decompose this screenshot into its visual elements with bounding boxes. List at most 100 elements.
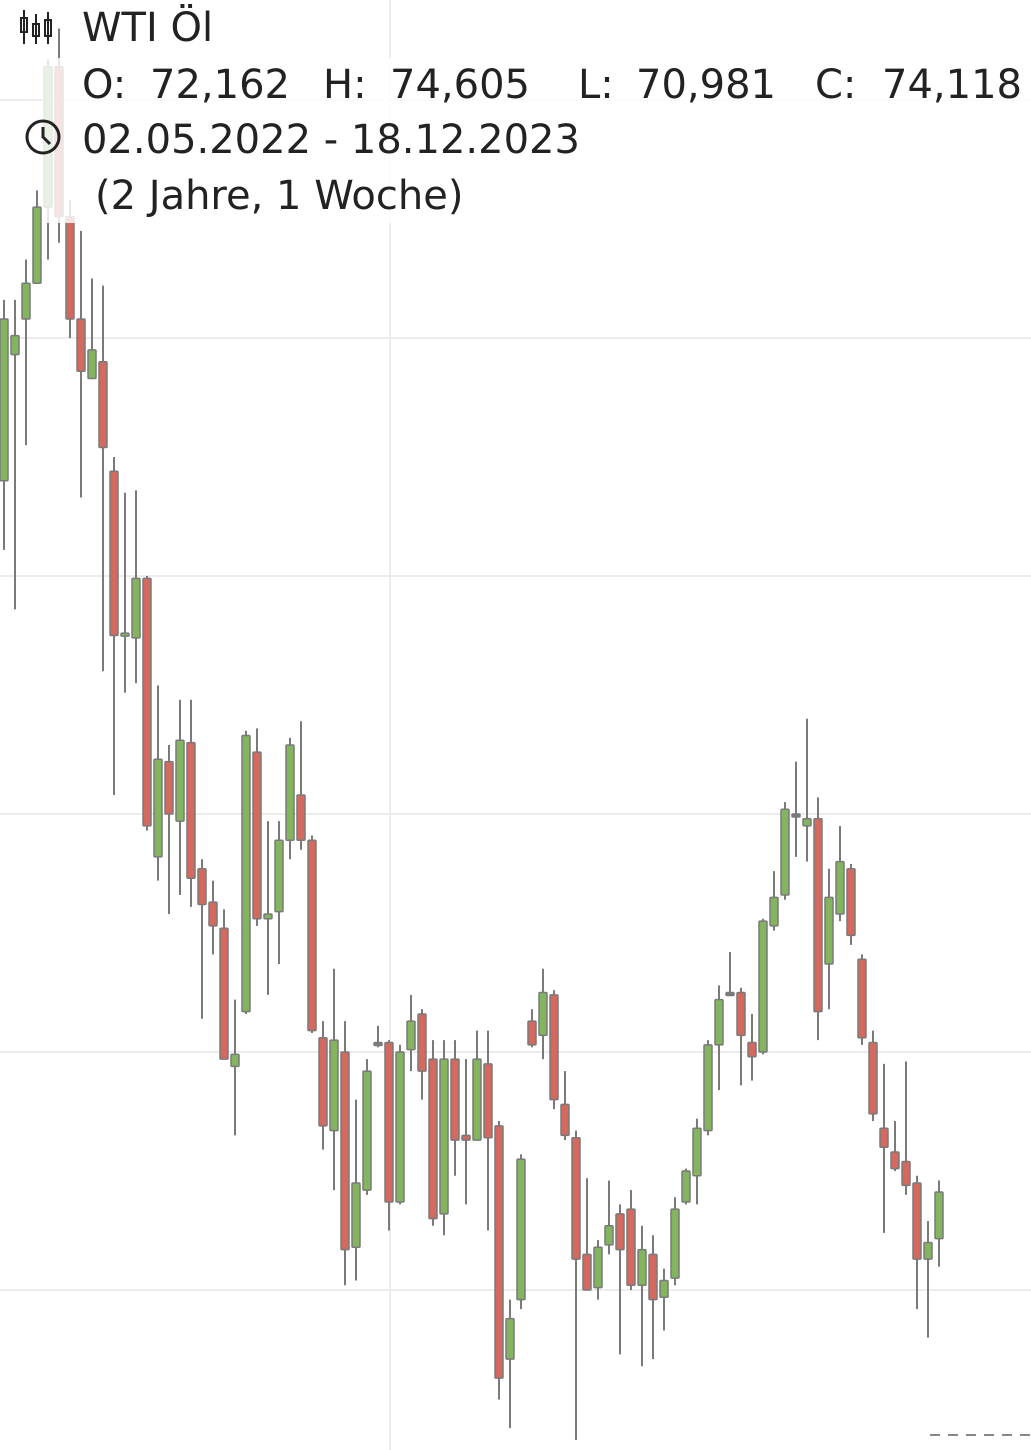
candle-body xyxy=(384,1041,394,1203)
candle-body xyxy=(219,927,229,1060)
candle-body xyxy=(560,1103,570,1137)
candle-body xyxy=(736,991,746,1037)
candle-body xyxy=(285,744,295,841)
candle-body xyxy=(516,1158,526,1301)
candle-body xyxy=(98,361,108,449)
candle-body xyxy=(538,991,548,1037)
candle-body xyxy=(10,334,20,356)
candle-body xyxy=(142,577,152,827)
candle-body xyxy=(901,1160,911,1187)
candle-body xyxy=(912,1182,922,1260)
candle-body xyxy=(890,1151,900,1170)
candle-body xyxy=(274,839,284,913)
ohlc-value: 72,162 xyxy=(150,62,290,108)
candle-body xyxy=(197,868,207,906)
candle-body xyxy=(791,813,801,818)
ohlc-label: O: xyxy=(82,62,126,108)
candle-body xyxy=(186,741,196,880)
candle-body xyxy=(527,1020,537,1046)
candle-body xyxy=(483,1063,493,1139)
candle-body xyxy=(153,758,163,858)
candle-body xyxy=(593,1246,603,1289)
candle-body xyxy=(835,860,845,915)
header-backdrop xyxy=(42,58,1031,223)
duration: (2 Jahre, 1 Woche) xyxy=(95,173,463,219)
candle-body xyxy=(813,818,823,1013)
candle-body xyxy=(65,215,75,320)
candle-body xyxy=(439,1058,449,1215)
candle-body xyxy=(406,1020,416,1051)
ohlc-label: H: xyxy=(323,62,367,108)
candle-body xyxy=(934,1191,944,1240)
candle-body xyxy=(164,760,174,815)
candle-body xyxy=(428,1058,438,1220)
candle-body xyxy=(395,1051,405,1203)
candle-body xyxy=(923,1241,933,1260)
candle-body xyxy=(241,734,251,1013)
candle-body xyxy=(32,206,42,284)
candle-body xyxy=(230,1053,240,1068)
candle-body xyxy=(780,808,790,896)
candle-body xyxy=(373,1041,383,1047)
candle-body xyxy=(131,577,141,639)
candle-body xyxy=(747,1041,757,1058)
candle-body xyxy=(0,318,9,482)
candle-body xyxy=(175,739,185,822)
candle-body xyxy=(252,751,262,920)
candle-body xyxy=(725,991,735,997)
candle-body xyxy=(120,632,130,637)
candle-body xyxy=(505,1317,515,1360)
ohlc-value: 74,118 xyxy=(882,62,1022,108)
candle-body xyxy=(846,868,856,937)
candle-body xyxy=(604,1225,614,1246)
candle-body xyxy=(351,1182,361,1248)
candle-body xyxy=(549,994,559,1101)
candle-body xyxy=(703,1044,713,1132)
candle-body xyxy=(571,1136,581,1260)
candle-body xyxy=(670,1208,680,1279)
candle-body xyxy=(307,839,317,1032)
ohlc-label: C: xyxy=(815,62,856,108)
ohlc-value: 70,981 xyxy=(636,62,776,108)
ohlc-label: L: xyxy=(578,62,614,108)
candle-body xyxy=(824,896,834,965)
candle-body xyxy=(681,1170,691,1203)
candles xyxy=(0,28,944,1441)
candle-body xyxy=(263,913,273,920)
candle-body xyxy=(362,1070,372,1191)
ohlc-value: 74,605 xyxy=(390,62,530,108)
candle-body xyxy=(494,1125,504,1379)
candle-body xyxy=(296,794,306,841)
date-range: 02.05.2022 - 18.12.2023 xyxy=(82,117,580,163)
candle-body xyxy=(329,1039,339,1132)
candle-body xyxy=(868,1041,878,1115)
candle-body xyxy=(450,1058,460,1141)
candle-body xyxy=(208,901,218,927)
candle-body xyxy=(659,1279,669,1298)
candle-body xyxy=(615,1213,625,1251)
candle-body xyxy=(637,1248,647,1287)
candle-body xyxy=(648,1253,658,1301)
candle-body xyxy=(340,1051,350,1251)
candle-body xyxy=(417,1013,427,1072)
candle-body xyxy=(626,1208,636,1287)
candle-body xyxy=(87,349,97,380)
candle-body xyxy=(472,1058,482,1141)
candle-body xyxy=(582,1253,592,1291)
candle-body xyxy=(461,1134,471,1141)
candle-body xyxy=(21,282,31,320)
candle-body xyxy=(758,920,768,1053)
candle-body xyxy=(857,958,867,1039)
candle-icon xyxy=(20,10,52,44)
candle-body xyxy=(76,318,86,373)
candle-body xyxy=(879,1127,889,1148)
clock-icon xyxy=(25,119,61,155)
chart-title: WTI Öl xyxy=(82,3,213,51)
candle-body xyxy=(769,896,779,927)
candle-body xyxy=(714,998,724,1046)
candle-body xyxy=(692,1127,702,1177)
candle-body xyxy=(109,470,119,637)
candle-body xyxy=(318,1037,328,1127)
